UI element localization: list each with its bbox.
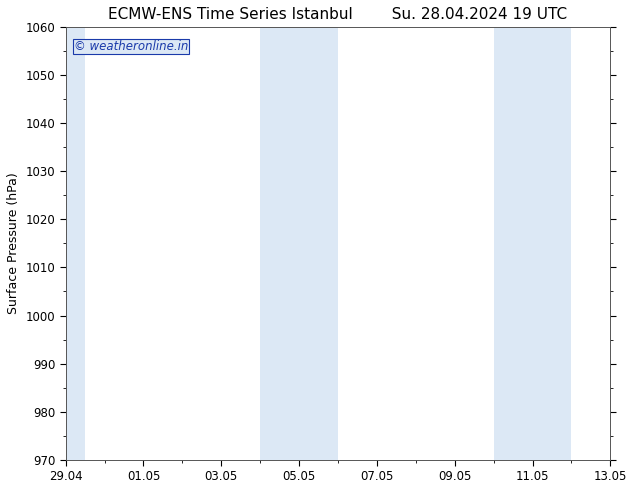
Title: ECMW-ENS Time Series Istanbul        Su. 28.04.2024 19 UTC: ECMW-ENS Time Series Istanbul Su. 28.04.… bbox=[108, 7, 567, 22]
Text: © weatheronline.in: © weatheronline.in bbox=[74, 40, 188, 53]
Bar bbox=[260, 27, 338, 460]
Y-axis label: Surface Pressure (hPa): Surface Pressure (hPa) bbox=[7, 172, 20, 314]
Bar bbox=[494, 27, 571, 460]
Bar bbox=[66, 27, 85, 460]
